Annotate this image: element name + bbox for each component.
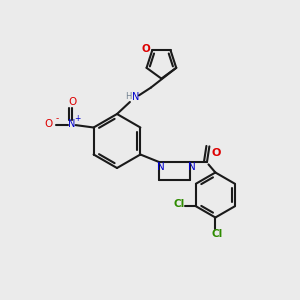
Text: O: O xyxy=(68,97,76,107)
Text: O: O xyxy=(44,119,52,129)
Text: O: O xyxy=(212,148,221,158)
Text: Cl: Cl xyxy=(174,200,185,209)
Text: N: N xyxy=(132,92,140,102)
Text: +: + xyxy=(74,114,81,123)
Text: Cl: Cl xyxy=(212,229,223,239)
Text: N: N xyxy=(188,162,196,172)
Text: -: - xyxy=(55,114,58,123)
Text: O: O xyxy=(141,44,150,54)
Text: N: N xyxy=(68,119,76,129)
Text: N: N xyxy=(157,162,165,172)
Text: H: H xyxy=(125,92,131,101)
